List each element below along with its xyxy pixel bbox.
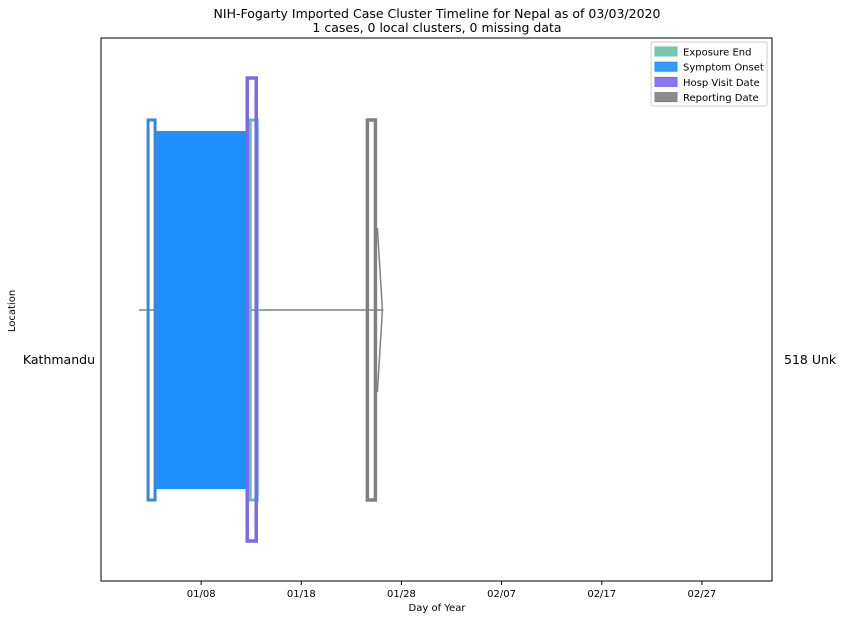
legend: Exposure End Symptom Onset Hosp Visit Date…: [650, 41, 768, 107]
location-label: Kathmandu: [23, 352, 95, 367]
chart-marks: [139, 76, 384, 543]
x-tick-label: 01/08: [187, 589, 216, 600]
legend-box: [650, 41, 768, 107]
plot-area: [100, 37, 773, 582]
legend-label: Reporting Date: [683, 93, 759, 104]
x-axis-label: Day of Year: [409, 603, 467, 614]
legend-label: Hosp Visit Date: [683, 78, 760, 89]
legend-label: Exposure End: [683, 48, 751, 59]
legend-swatch: [654, 46, 678, 57]
chart-title: NIH-Fogarty Imported Case Cluster Timeli…: [214, 6, 661, 21]
x-axis-ticks: 01/08 01/18 01/28 02/07 02/17 02/27: [187, 581, 716, 600]
x-tick-label: 01/18: [287, 589, 316, 600]
x-tick-label: 02/27: [687, 589, 716, 600]
x-tick-label: 02/17: [587, 589, 616, 600]
legend-swatch: [654, 92, 678, 103]
symptom-onset-span: [154, 131, 248, 489]
legend-swatch: [654, 61, 678, 72]
symptom-onset-bar: [146, 118, 157, 502]
case-label: 518 Unk: [784, 352, 837, 367]
y-axis-label: Location: [7, 290, 18, 332]
x-tick-label: 02/07: [487, 589, 516, 600]
legend-swatch: [654, 76, 678, 87]
x-tick-label: 01/28: [387, 589, 416, 600]
chart-subtitle: 1 cases, 0 local clusters, 0 missing dat…: [312, 20, 561, 35]
legend-label: Symptom Onset: [683, 63, 764, 74]
reporting-date-bar: [365, 118, 378, 502]
hosp-visit-bar: [245, 76, 258, 543]
reporting-arrow: [376, 227, 384, 393]
